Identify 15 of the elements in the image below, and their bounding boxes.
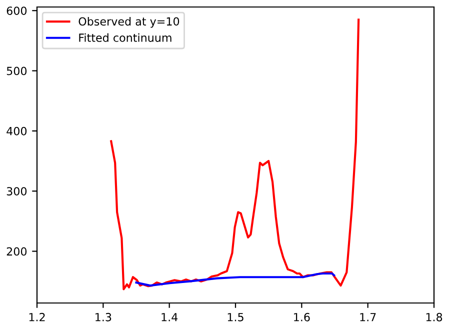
y-tick-label: 600 [6, 6, 27, 15]
y-tick-label: 300 [6, 187, 27, 196]
x-tick-label: 1.7 [360, 313, 376, 322]
x-tick-label: 1.8 [426, 312, 442, 322]
x-tick-label: 1.3 [96, 312, 112, 322]
legend-label: Fitted continuum [79, 33, 172, 42]
x-tick-label: 1.2 [29, 312, 45, 322]
line-series [135, 272, 336, 287]
x-tick-label: 1.6 [294, 312, 310, 322]
x-tick-label: 1.5 [228, 313, 244, 322]
x-tick-label: 1.4 [162, 313, 178, 322]
y-tick-label: 400 [6, 126, 27, 136]
legend-label: Observed at y=10 [78, 17, 180, 28]
y-tick-label: 200 [6, 247, 27, 256]
y-tick-label: 500 [6, 66, 27, 76]
